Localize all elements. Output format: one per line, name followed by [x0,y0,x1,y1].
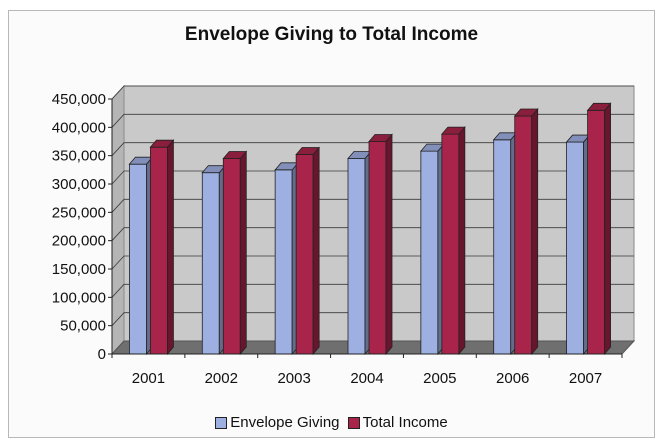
y-tick-label: 300,000 [52,176,106,193]
bar-envelope-giving [566,141,584,355]
y-tick-label: 350,000 [52,148,106,165]
bar-top [513,108,539,117]
y-axis-tick-labels: 0 50,000 100,000 150,000 200,000 250,000 300,0… [52,91,106,363]
bar-total-income [222,158,241,355]
bar-top [368,134,393,142]
bar-side [385,133,393,356]
x-tick-label: 2001 [132,370,165,387]
legend-label-total-income: Total Income [362,414,448,431]
bar-total-income [587,109,605,355]
y-tick-label: 450,000 [52,91,106,108]
bar-side [531,107,539,356]
legend-swatch-total-income [347,416,360,429]
y-tick-label: 0 [98,346,106,363]
x-tick-label: 2004 [350,370,383,387]
legend-swatch-envelope-giving [215,416,228,429]
x-tick-label: 2002 [205,370,238,387]
bar-envelope-giving [129,163,147,355]
bar-total-income [368,141,387,355]
chart-side-wall-panel [111,84,125,356]
legend-label-envelope-giving: Envelope Giving [230,414,340,431]
bar-envelope-giving [201,172,220,355]
bar-top [222,151,248,159]
chart-title: Envelope Giving to Total Income [184,24,479,45]
x-axis-tick-labels: 2001 2002 2003 2004 2005 2006 2007 [132,370,603,387]
legend-item-total-income: Total Income [347,414,448,431]
y-tick-label: 250,000 [52,204,106,221]
bar-side [239,150,247,356]
bar-envelope-giving [274,169,293,355]
chart-legend: Envelope Giving Total Income [0,414,663,433]
bar-total-income [295,154,314,355]
gridline [111,85,634,100]
bar-side [458,126,466,356]
bar-envelope-giving [493,139,512,355]
x-tick-label: 2005 [423,370,456,387]
chart-bars [128,102,612,356]
bar-side [604,102,611,356]
bar-top [149,139,175,148]
y-tick-label: 400,000 [52,119,106,136]
bar-top [440,126,466,135]
legend-item-envelope-giving: Envelope Giving [215,414,340,431]
gridline [111,113,634,128]
bar-top [586,102,612,111]
y-tick-label: 200,000 [52,233,106,250]
y-tick-label: 50,000 [60,318,106,335]
bar-total-income [514,115,533,355]
x-tick-label: 2006 [496,370,529,387]
x-tick-label: 2007 [569,370,602,387]
chart-axes [108,98,623,358]
bar-envelope-giving [347,158,366,355]
y-tick-label: 150,000 [52,261,106,278]
y-tick-label: 100,000 [52,289,106,306]
bar-total-income [441,133,460,355]
bar-top [295,147,321,155]
bar-side [167,139,174,356]
bar-side [312,146,320,356]
bar-total-income [150,146,168,355]
bar-envelope-giving [420,150,439,355]
x-tick-label: 2003 [277,370,310,387]
